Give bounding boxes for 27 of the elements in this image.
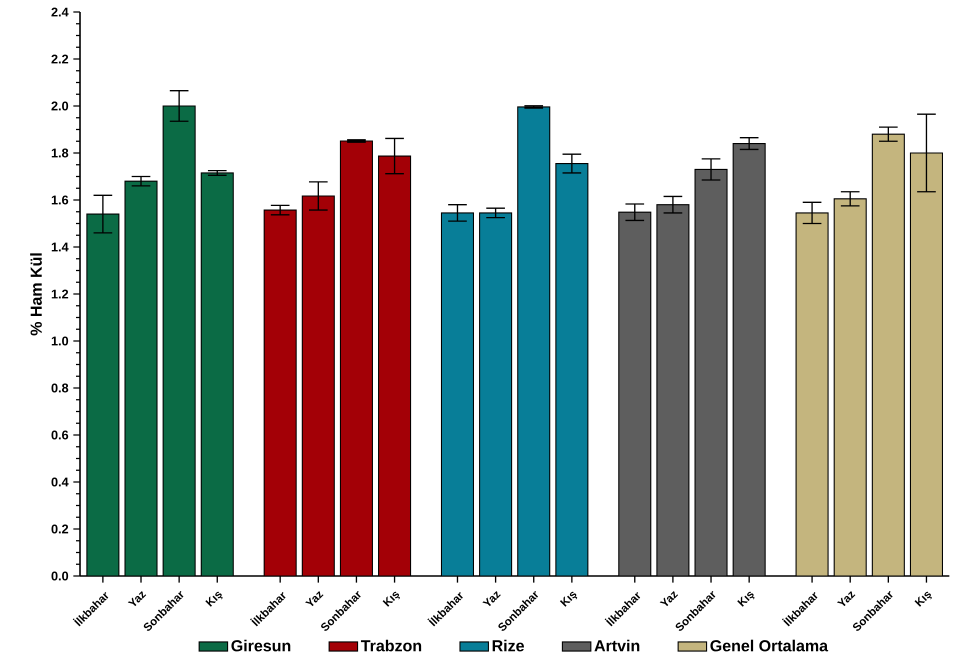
y-tick-label: 0.4 bbox=[52, 478, 69, 487]
legend-label: Artvin bbox=[594, 640, 640, 652]
y-tick-label: 2.4 bbox=[51, 8, 69, 17]
x-tick-label: Kış bbox=[914, 592, 932, 607]
y-tick-label: 1.2 bbox=[52, 290, 68, 299]
x-tick-label: Kış bbox=[560, 592, 578, 607]
y-tick-label: 0.0 bbox=[52, 572, 68, 581]
y-tick-label: 0.2 bbox=[52, 524, 68, 534]
x-tick-label: Yaz bbox=[660, 591, 678, 606]
y-tick-label: 0.8 bbox=[52, 384, 68, 393]
legend-label: Rize bbox=[492, 640, 524, 652]
legend-label: Genel Ortalama bbox=[710, 640, 828, 652]
y-tick-label: 1.0 bbox=[52, 336, 68, 346]
y-tick-label: 2.2 bbox=[51, 54, 68, 64]
y-axis-title: % Ham Kül bbox=[30, 254, 42, 336]
y-tick-label: 1.6 bbox=[52, 196, 68, 205]
x-tick-label: Kış bbox=[737, 592, 754, 607]
x-tick-label: Kış bbox=[382, 592, 400, 607]
y-tick-label: 1.4 bbox=[52, 242, 69, 252]
x-tick-label: Kış bbox=[205, 592, 223, 607]
legend-label: Giresun bbox=[231, 640, 290, 652]
x-tick-label: Yaz bbox=[305, 591, 324, 606]
y-tick-label: 0.6 bbox=[52, 430, 68, 440]
y-tick-label: 1.8 bbox=[52, 148, 68, 158]
y-tick-label: 2.0 bbox=[51, 102, 68, 111]
legend-label: Trabzon bbox=[360, 640, 422, 652]
x-tick-label: Yaz bbox=[836, 591, 856, 606]
